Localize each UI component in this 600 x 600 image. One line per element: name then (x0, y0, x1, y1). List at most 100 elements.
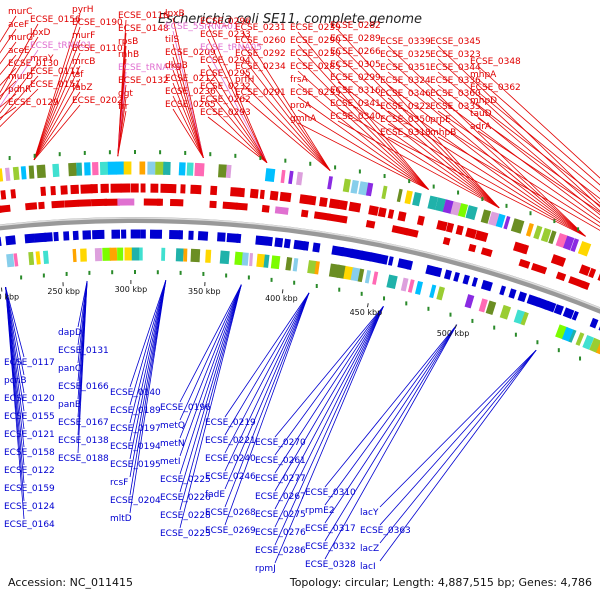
leader-line (437, 84, 600, 216)
feature-segment (434, 267, 443, 278)
leader-line (179, 284, 242, 457)
gc-marker (247, 275, 250, 280)
feature-segment (217, 232, 226, 242)
leader-line (387, 97, 586, 237)
tick-label: 400 kbp (265, 294, 298, 303)
feature-segment (416, 215, 425, 226)
leader-line (207, 90, 268, 163)
gene-label-bottom: panB (58, 400, 81, 410)
feature-segment (550, 254, 567, 267)
leader-line (242, 57, 331, 171)
gc-marker (514, 332, 517, 337)
gene-label-bottom: ECSE_0332 (305, 542, 356, 552)
gene-label-top: ECSE_0230 (290, 49, 341, 59)
genome-backbone (0, 217, 600, 314)
gene-label-bottom: dapD (58, 328, 82, 338)
gene-label-top: ECSE_0336 (430, 76, 481, 86)
feature-segment (285, 257, 293, 271)
gene-label-bottom: ECSE_0164 (4, 520, 55, 530)
gene-label-bottom: ECSE_0328 (305, 560, 356, 570)
feature-segment (561, 326, 574, 342)
feature-segment (218, 164, 227, 178)
leader-line (33, 78, 81, 161)
leader-line (129, 280, 167, 406)
gene-label-bottom: ECSE_0310 (305, 488, 356, 498)
feature-segment (568, 329, 577, 343)
leader-line (207, 116, 268, 164)
gene-label-top: mhpD (470, 96, 497, 106)
leader-line (172, 43, 204, 158)
gene-label-top: ECSE_0344 (430, 63, 481, 73)
forward-gene-labels: murCaceFmurGaceEECSE_0130murDpdhRECSE_01… (8, 5, 521, 138)
feature-segment (453, 271, 460, 282)
tick-label: 300 kbp (115, 285, 148, 294)
gc-marker (20, 275, 23, 280)
leader-line (0, 62, 39, 114)
feature-segment (36, 164, 46, 179)
feature-segment (261, 204, 270, 213)
leader-line (387, 136, 586, 237)
feature-segment (249, 188, 259, 199)
feature-segment (468, 243, 477, 253)
leader-line (324, 324, 458, 488)
gene-label-top: tsf (72, 70, 84, 80)
leader-line (274, 306, 384, 564)
gene-label-top: ECSE_0296 (200, 17, 251, 27)
leader-line (172, 17, 204, 158)
gene-label-top: ECSE_0295 (200, 69, 251, 79)
leader-line (129, 280, 167, 478)
feature-segment (517, 291, 528, 303)
feature-segment (520, 311, 529, 326)
gene-label-top: proA (290, 101, 312, 111)
feature-segment (577, 240, 592, 257)
gc-marker (156, 270, 159, 275)
gc-marker (284, 158, 287, 163)
gc-marker (338, 287, 341, 292)
leader-line (224, 292, 310, 526)
feature-segment (480, 279, 493, 292)
leader-line (242, 96, 331, 172)
gc-marker (309, 161, 312, 166)
cog-track-forward (0, 161, 600, 262)
leader-line (179, 284, 242, 475)
leader-line (274, 306, 384, 456)
leader-line (437, 110, 600, 224)
feature-segment (485, 300, 497, 315)
gene-label-bottom: ECSE_0197 (110, 424, 161, 434)
gene-label-top: rpsB (118, 37, 138, 47)
gene-label-bottom: ECSE_0140 (110, 388, 161, 398)
feature-segment (400, 277, 409, 292)
leader-line (33, 39, 81, 161)
gene-label-top: ECSE_0294 (200, 56, 251, 66)
gc-marker (202, 271, 205, 276)
feature-segment (0, 168, 4, 182)
gene-label-top: tilS (165, 35, 180, 45)
leader-line (242, 70, 331, 171)
feature-segment (378, 254, 389, 265)
gene-label-bottom: ECSE_0159 (4, 484, 55, 494)
gc-marker (234, 153, 237, 158)
gene-label-bottom: mltD (110, 514, 132, 524)
gc-marker (65, 271, 68, 276)
feature-segment (328, 198, 341, 210)
feature-segment (357, 268, 365, 283)
gc-marker (557, 348, 560, 353)
feature-segment (302, 241, 310, 251)
gene-label-top: ECSE_0299 (330, 73, 381, 83)
leader-line (477, 104, 600, 200)
leader-line (387, 123, 586, 237)
gc-marker (471, 318, 474, 323)
feature-segment (488, 211, 501, 227)
leader-line (5, 287, 25, 394)
gene-label-top: ECSE_0111 (30, 67, 81, 77)
gene-label-top: ECSE_0151 (30, 80, 81, 90)
gc-marker (58, 152, 61, 157)
accession-text: Accession: NC_011415 (8, 576, 133, 589)
gene-label-top: ECSE_0202 (72, 96, 123, 106)
feature-segment (25, 202, 38, 211)
tick-mark (366, 303, 369, 308)
gene-label-top: ECSE_0212 (165, 74, 216, 84)
leader-line (0, 49, 39, 107)
gene-label-top: murD (8, 72, 33, 82)
